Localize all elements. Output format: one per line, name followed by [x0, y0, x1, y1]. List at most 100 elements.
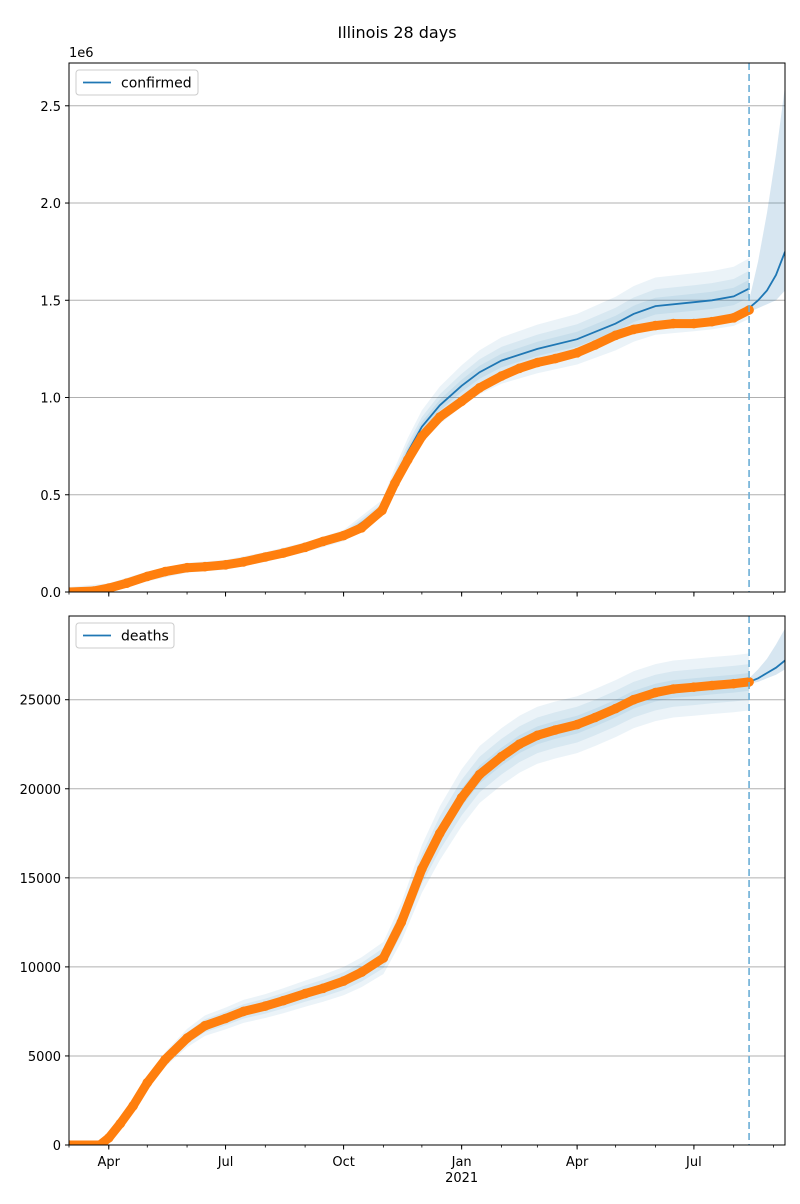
observed-point	[628, 694, 639, 705]
plot-area	[69, 86, 785, 592]
observed-point	[182, 562, 192, 573]
observed-point	[610, 330, 621, 341]
legend-label: confirmed	[121, 76, 192, 92]
observed-point	[435, 828, 445, 839]
observed-point	[668, 318, 679, 329]
observed-point	[744, 677, 754, 687]
legend-box	[75, 622, 175, 649]
observed-point	[142, 571, 153, 582]
forecast-band	[749, 628, 785, 684]
observed-point	[590, 712, 600, 723]
y-tick-label: 25000	[20, 694, 61, 709]
observed-point	[238, 1006, 249, 1017]
x-tick-label: Oct	[332, 1155, 354, 1170]
observed-point	[278, 548, 289, 558]
plot-area	[69, 628, 785, 1145]
x-tick-label: Jul	[217, 1155, 234, 1170]
observed-point	[514, 739, 525, 749]
observed-point	[142, 1077, 153, 1088]
observed-point	[220, 560, 231, 570]
observed-point	[390, 478, 400, 488]
observed-point	[514, 363, 525, 374]
y-tick-label: 2.5	[40, 100, 61, 115]
observed-point	[650, 320, 661, 331]
y-tick-label: 20000	[20, 783, 61, 798]
observed-point	[69, 587, 74, 592]
observed-point	[128, 1101, 138, 1111]
x-year-label: 2021	[445, 1171, 478, 1186]
observed-point	[728, 678, 739, 689]
observed-line	[69, 677, 754, 1145]
x-tick-label: Jan	[451, 1155, 472, 1170]
observed-point	[403, 455, 413, 465]
observed-point	[628, 324, 639, 335]
observed-point	[572, 348, 582, 358]
legend: confirmed	[75, 69, 199, 96]
observed-point	[456, 396, 467, 407]
forecast-line	[748, 251, 785, 309]
observed-point	[300, 542, 310, 553]
x-tick-label: Apr	[566, 1155, 589, 1170]
y-tick-label: 5000	[28, 1050, 61, 1065]
observed-point	[532, 730, 543, 741]
observed-point	[200, 1020, 210, 1031]
observed-point	[496, 751, 507, 762]
observed-point	[707, 316, 717, 327]
observed-point	[474, 383, 485, 393]
observed-point	[417, 864, 427, 874]
legend: deaths	[75, 622, 175, 649]
forecast-line	[748, 659, 785, 683]
observed-point	[121, 578, 132, 588]
observed-point	[300, 988, 310, 999]
observed-point	[550, 725, 561, 735]
observed-point	[689, 318, 699, 329]
observed-point	[650, 687, 661, 698]
observed-point	[610, 703, 621, 714]
observed-point	[572, 719, 582, 730]
observed-point	[182, 1033, 192, 1043]
observed-point	[590, 340, 600, 350]
observed-point	[496, 371, 507, 381]
y-tick-label: 0.5	[40, 489, 61, 504]
observed-point	[95, 1140, 105, 1145]
observed-point	[260, 552, 271, 562]
observed-point	[260, 1001, 271, 1011]
observed-point	[728, 313, 739, 323]
observed-point	[69, 1140, 74, 1145]
observed-point	[104, 1133, 114, 1143]
observed-point	[550, 353, 561, 364]
figure-title: Illinois 28 days	[337, 23, 456, 42]
observed-point	[318, 536, 328, 547]
x-tick-label: Apr	[98, 1155, 121, 1170]
observed-point	[160, 566, 170, 577]
observed-point	[338, 530, 349, 541]
forecast-band	[749, 86, 785, 312]
observed-point	[318, 983, 328, 994]
observed-point	[338, 976, 349, 986]
observed-point	[378, 953, 389, 963]
observed-point	[396, 917, 407, 928]
y-offset-label: 1e6	[69, 46, 94, 61]
observed-point	[668, 684, 679, 694]
observed-point	[238, 557, 249, 567]
y-tick-label: 1.0	[40, 392, 61, 407]
observed-point	[115, 1118, 126, 1129]
y-tick-label: 0.0	[40, 586, 61, 601]
observed-point	[356, 967, 367, 977]
observed-point	[160, 1054, 170, 1065]
observed-point	[707, 680, 717, 691]
deaths-panel: 0 5000 10000 15000 20000 25000 Apr Jul Oct Jan Apr…	[20, 615, 786, 1186]
observed-point	[417, 431, 427, 442]
observed-point	[456, 792, 467, 803]
x-tick-label: Jul	[685, 1155, 702, 1170]
y-tick-label: 0	[53, 1139, 61, 1154]
legend-label: deaths	[121, 629, 169, 645]
observed-point	[435, 412, 445, 422]
confidence-band	[69, 258, 750, 592]
observed-point	[474, 769, 485, 780]
confidence-band	[69, 279, 750, 592]
axes-frame	[68, 615, 786, 1146]
observed-point	[200, 561, 210, 572]
